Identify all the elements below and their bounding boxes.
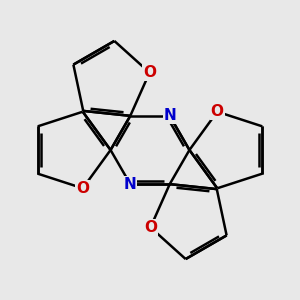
Text: O: O <box>211 104 224 119</box>
Text: N: N <box>124 177 137 192</box>
Text: O: O <box>76 181 89 196</box>
Text: N: N <box>163 108 176 123</box>
Text: O: O <box>143 65 156 80</box>
Text: O: O <box>144 220 157 235</box>
